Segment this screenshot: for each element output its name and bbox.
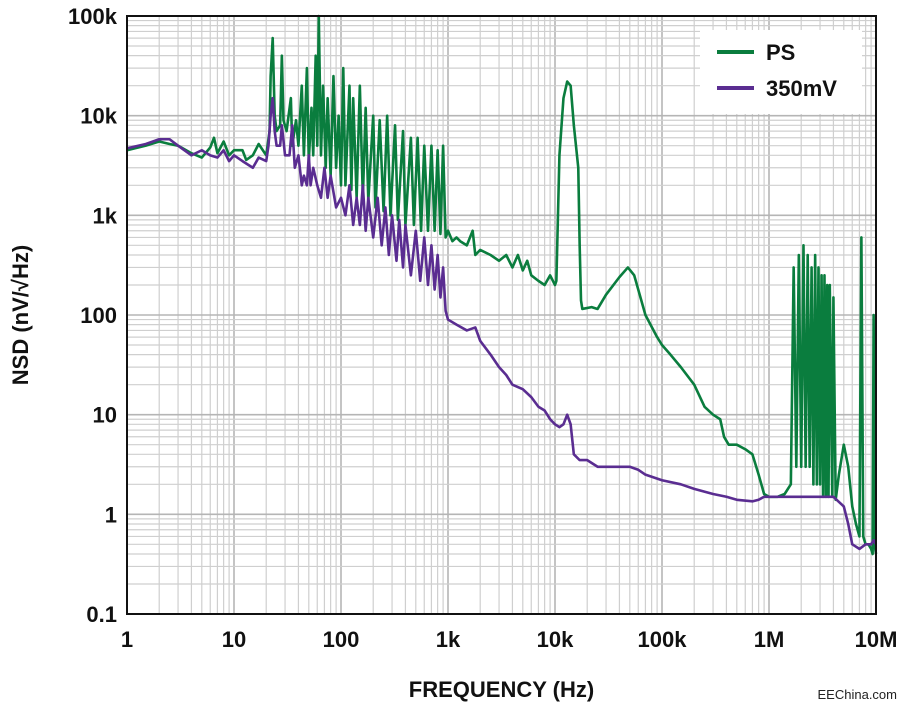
x-tick-label: 1M [754,627,785,652]
y-tick-label: 100k [68,4,118,29]
series-lines [126,14,878,556]
y-tick-label: 0.1 [86,602,117,627]
x-tick-label: 1k [436,627,461,652]
x-axis-title: FREQUENCY (Hz) [409,677,594,702]
legend-box [700,30,862,114]
y-tick-labels: 0.1 1 10 100 1k 10k 100k [68,4,118,627]
plot-frame [126,15,877,615]
y-tick-label: 10 [93,403,117,428]
legend-label: 350mV [766,76,837,101]
legend-label: PS [766,40,795,65]
y-tick-label: 1 [105,502,117,527]
y-axis-title: NSD (nV/√Hz) [8,245,33,385]
y-tick-label: 1k [93,203,118,228]
x-tick-label: 10k [537,627,574,652]
series-line-ps [126,14,878,556]
x-tick-label: 10 [222,627,246,652]
y-tick-label: 100 [80,303,117,328]
legend: PS 350mV [700,30,862,114]
x-tick-labels: 1 10 100 1k 10k 100k 1M 10M [121,627,898,652]
grid-lines [126,16,876,615]
watermark: EEChina.com [817,687,897,702]
x-tick-label: 100k [638,627,688,652]
y-tick-label: 10k [80,104,117,129]
x-tick-label: 100 [323,627,360,652]
x-tick-label: 1 [121,627,133,652]
x-tick-label: 10M [855,627,898,652]
series-line-350mv [126,96,878,551]
